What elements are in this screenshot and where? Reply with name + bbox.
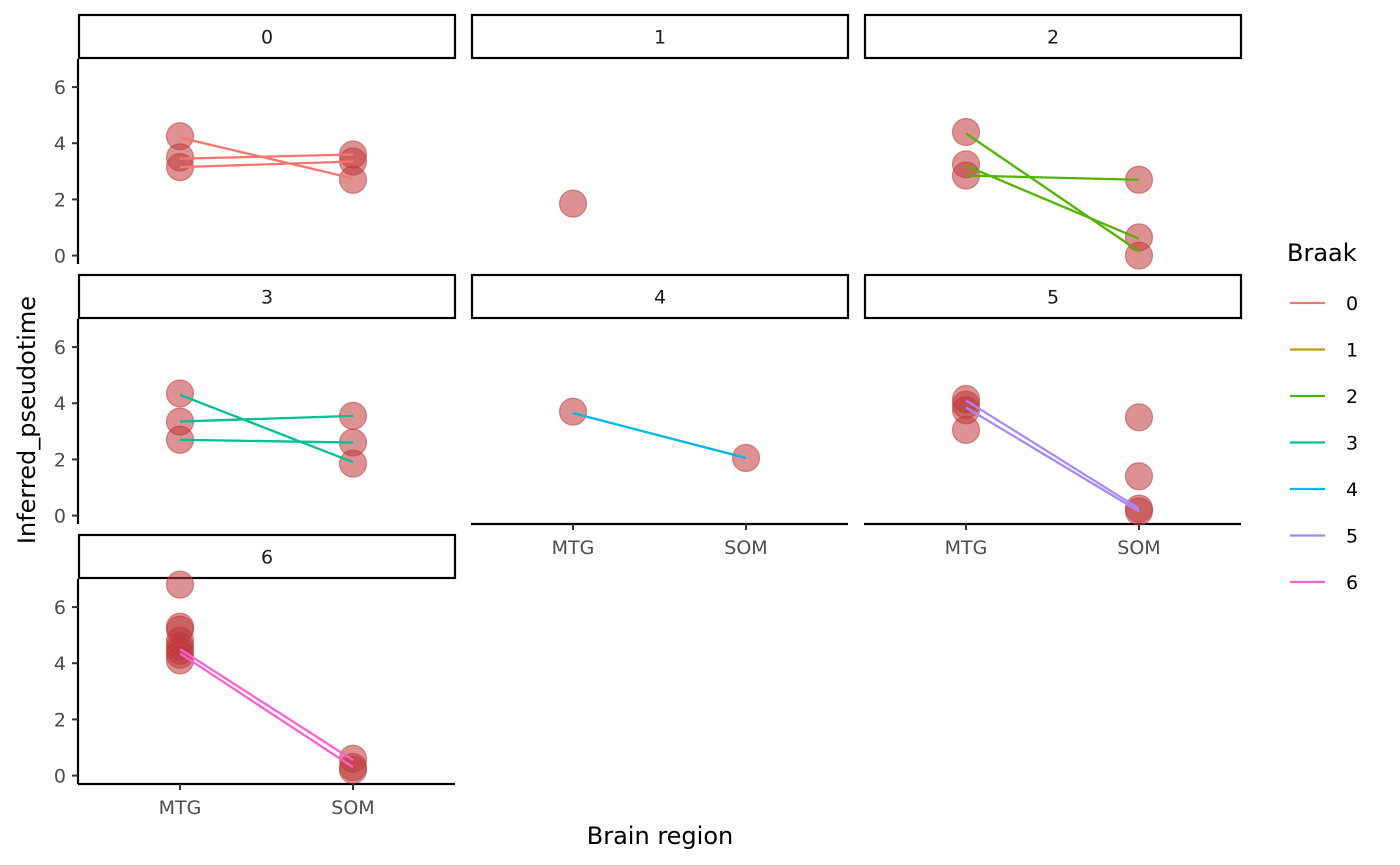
data-point <box>165 570 195 599</box>
x-axis-title: Brain region <box>587 822 733 850</box>
data-point <box>165 379 195 408</box>
data-point <box>951 117 981 147</box>
y-tick-label: 6 <box>54 77 66 99</box>
data-point <box>558 189 588 218</box>
legend-label-4: 4 <box>1346 479 1358 501</box>
y-tick-label: 0 <box>54 246 66 268</box>
data-point <box>951 415 981 445</box>
data-point <box>338 449 368 478</box>
x-tick-label: MTG <box>159 797 202 819</box>
data-point <box>338 165 368 194</box>
facet-strip-label: 4 <box>654 287 666 309</box>
facet-strip <box>470 13 850 60</box>
legend-label-6: 6 <box>1346 572 1358 594</box>
facet-panel-6: 6 0 2 4 6 MTG SOM <box>54 533 457 819</box>
x-tick-label: SOM <box>724 537 767 559</box>
facet-panels: 0 0 2 4 6 1 2 3 0 2 4 6 4 MTG SOM 5 MTG SOM 6 0 2 4 6 MTG SOM <box>54 13 1243 819</box>
y-tick-label: 0 <box>54 506 66 528</box>
facet-panel-3: 3 0 2 4 6 <box>54 273 457 528</box>
y-tick-label: 4 <box>54 653 66 675</box>
series-line <box>179 136 354 180</box>
facet-strip <box>863 13 1243 60</box>
facet-strip <box>77 273 457 320</box>
y-axis-title: Inferred_pseudotime <box>13 296 41 544</box>
facet-strip-label: 0 <box>261 27 273 49</box>
legend-label-2: 2 <box>1346 386 1358 408</box>
legend: Braak 0 1 2 3 4 5 6 <box>1287 239 1358 594</box>
y-tick-label: 6 <box>54 597 66 619</box>
data-point <box>558 397 588 426</box>
data-point <box>1124 403 1154 432</box>
facet-panel-0: 0 0 2 4 6 <box>54 13 457 268</box>
y-tick-label: 6 <box>54 337 66 359</box>
series-line <box>179 648 354 762</box>
series-line <box>965 399 1140 510</box>
y-tick-label: 2 <box>54 189 66 211</box>
facet-strip-label: 2 <box>1047 27 1059 49</box>
y-tick-label: 0 <box>54 766 66 788</box>
legend-label-0: 0 <box>1346 293 1358 315</box>
series-line <box>179 153 354 160</box>
facet-strip-label: 6 <box>261 547 273 569</box>
series-line <box>965 406 1140 513</box>
series-line <box>179 438 354 444</box>
facet-panel-2: 2 <box>863 13 1243 270</box>
y-tick-label: 4 <box>54 393 66 415</box>
series-line <box>179 652 354 769</box>
series-line <box>572 411 747 460</box>
series-line <box>965 174 1140 181</box>
facet-strip <box>77 533 457 580</box>
legend-title: Braak <box>1287 239 1357 267</box>
y-tick-label: 4 <box>54 133 66 155</box>
series-line <box>179 393 354 464</box>
x-tick-label: SOM <box>331 797 374 819</box>
facet-panel-4: 4 MTG SOM <box>470 273 850 559</box>
series-line <box>965 164 1140 240</box>
facet-strip <box>77 13 457 60</box>
x-tick-label: MTG <box>945 537 988 559</box>
x-tick-label: MTG <box>552 537 595 559</box>
data-point <box>1124 462 1154 491</box>
legend-label-1: 1 <box>1346 340 1358 362</box>
facet-panel-5: 5 MTG SOM <box>863 273 1243 559</box>
facet-strip <box>863 273 1243 320</box>
facet-strip-label: 1 <box>654 27 666 49</box>
facet-panel-1: 1 <box>470 13 850 218</box>
legend-label-3: 3 <box>1346 433 1358 455</box>
y-tick-label: 2 <box>54 449 66 471</box>
facet-strip-label: 5 <box>1047 287 1059 309</box>
series-line <box>965 132 1140 253</box>
data-point <box>1124 241 1154 270</box>
facet-strip-label: 3 <box>261 287 273 309</box>
x-tick-label: SOM <box>1117 537 1160 559</box>
facet-strip <box>470 273 850 320</box>
legend-label-5: 5 <box>1346 526 1358 548</box>
y-tick-label: 2 <box>54 709 66 731</box>
series-line <box>179 160 354 169</box>
series-line <box>179 414 354 423</box>
